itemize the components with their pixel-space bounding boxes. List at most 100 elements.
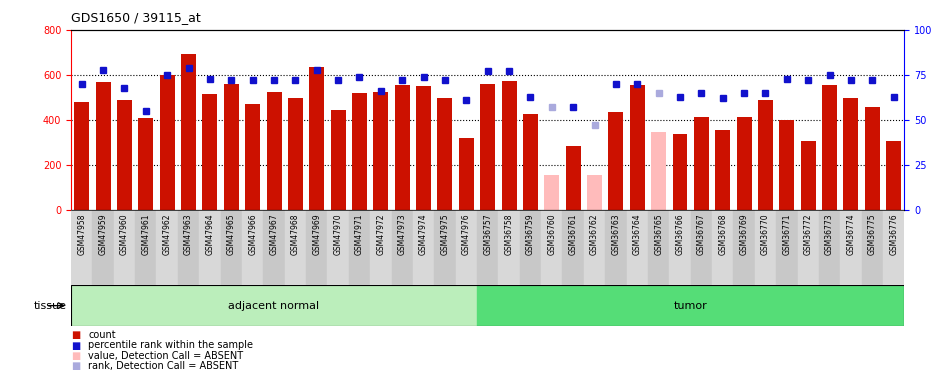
Bar [755, 210, 777, 285]
Text: GSM47960: GSM47960 [120, 214, 129, 255]
Bar [285, 210, 306, 285]
Text: GSM47963: GSM47963 [184, 214, 193, 255]
Text: GSM36776: GSM36776 [889, 214, 898, 255]
Bar [545, 175, 560, 210]
Bar [459, 138, 474, 210]
Bar [245, 104, 260, 210]
Bar [117, 100, 132, 210]
Bar [758, 100, 773, 210]
Bar [797, 210, 819, 285]
Bar [862, 210, 883, 285]
Bar [498, 210, 520, 285]
Bar [584, 210, 605, 285]
Text: GSM36757: GSM36757 [483, 214, 492, 255]
Text: GSM36759: GSM36759 [526, 214, 535, 255]
Text: GSM36763: GSM36763 [612, 214, 620, 255]
Bar [93, 210, 114, 285]
Text: GSM36758: GSM36758 [505, 214, 513, 255]
Bar [690, 210, 712, 285]
Bar [223, 84, 239, 210]
Text: ■: ■ [71, 351, 80, 361]
Text: GSM36769: GSM36769 [740, 214, 749, 255]
Bar [587, 175, 602, 210]
Bar [306, 210, 328, 285]
Bar [135, 210, 156, 285]
Bar [865, 106, 880, 210]
Text: GSM47958: GSM47958 [78, 214, 86, 255]
Bar [114, 210, 135, 285]
Text: tumor: tumor [674, 301, 707, 310]
Text: GSM47969: GSM47969 [313, 214, 321, 255]
Text: GSM47976: GSM47976 [462, 214, 471, 255]
Text: GSM47974: GSM47974 [420, 214, 428, 255]
Bar [672, 134, 688, 210]
Bar [608, 112, 623, 210]
Text: GSM36774: GSM36774 [847, 214, 855, 255]
Bar [480, 84, 495, 210]
Bar [413, 210, 435, 285]
Text: GSM36767: GSM36767 [697, 214, 706, 255]
Text: GSM36775: GSM36775 [867, 214, 877, 255]
Text: GSM36766: GSM36766 [675, 214, 685, 255]
Bar [348, 210, 370, 285]
Text: value, Detection Call = ABSENT: value, Detection Call = ABSENT [88, 351, 243, 361]
Bar [199, 210, 221, 285]
Text: GSM36772: GSM36772 [804, 214, 813, 255]
Bar [263, 210, 285, 285]
Text: GSM47973: GSM47973 [398, 214, 406, 255]
Text: ■: ■ [71, 362, 80, 372]
Bar [822, 85, 837, 210]
Bar [502, 81, 516, 210]
Bar [844, 98, 858, 210]
Bar [733, 210, 755, 285]
Bar [630, 85, 645, 210]
Bar [71, 285, 477, 326]
Bar [648, 210, 670, 285]
Text: GSM36762: GSM36762 [590, 214, 599, 255]
Bar [266, 92, 281, 210]
Bar [160, 75, 174, 210]
Bar [456, 210, 477, 285]
Bar [883, 210, 904, 285]
Bar [541, 210, 563, 285]
Bar [373, 92, 388, 210]
Bar [203, 94, 218, 210]
Bar [627, 210, 648, 285]
Bar [565, 146, 581, 210]
Bar [652, 132, 666, 210]
Bar [563, 210, 584, 285]
Bar [310, 67, 324, 210]
Text: GSM47971: GSM47971 [355, 214, 364, 255]
Text: GSM47972: GSM47972 [376, 214, 385, 255]
Text: GSM47966: GSM47966 [248, 214, 258, 255]
Text: GSM36760: GSM36760 [547, 214, 556, 255]
Bar [96, 82, 111, 210]
Text: tissue: tissue [33, 301, 66, 310]
Text: rank, Detection Call = ABSENT: rank, Detection Call = ABSENT [88, 362, 239, 372]
Text: GSM36768: GSM36768 [718, 214, 727, 255]
Bar [178, 210, 199, 285]
Bar [438, 98, 453, 210]
Bar [221, 210, 242, 285]
Bar [737, 117, 752, 210]
Text: GSM36771: GSM36771 [782, 214, 792, 255]
Bar [520, 210, 541, 285]
Bar [288, 98, 303, 210]
Bar [801, 141, 815, 210]
Bar [181, 54, 196, 210]
Bar [523, 114, 538, 210]
Bar [712, 210, 733, 285]
Bar [391, 210, 413, 285]
Bar [477, 285, 904, 326]
Text: count: count [88, 330, 116, 340]
Bar [156, 210, 178, 285]
Text: GDS1650 / 39115_at: GDS1650 / 39115_at [71, 11, 201, 24]
Text: GSM36761: GSM36761 [569, 214, 578, 255]
Text: adjacent normal: adjacent normal [228, 301, 319, 310]
Bar [777, 210, 797, 285]
Text: GSM47967: GSM47967 [270, 214, 278, 255]
Bar [694, 117, 709, 210]
Bar [605, 210, 627, 285]
Text: GSM47964: GSM47964 [205, 214, 214, 255]
Bar [370, 210, 391, 285]
